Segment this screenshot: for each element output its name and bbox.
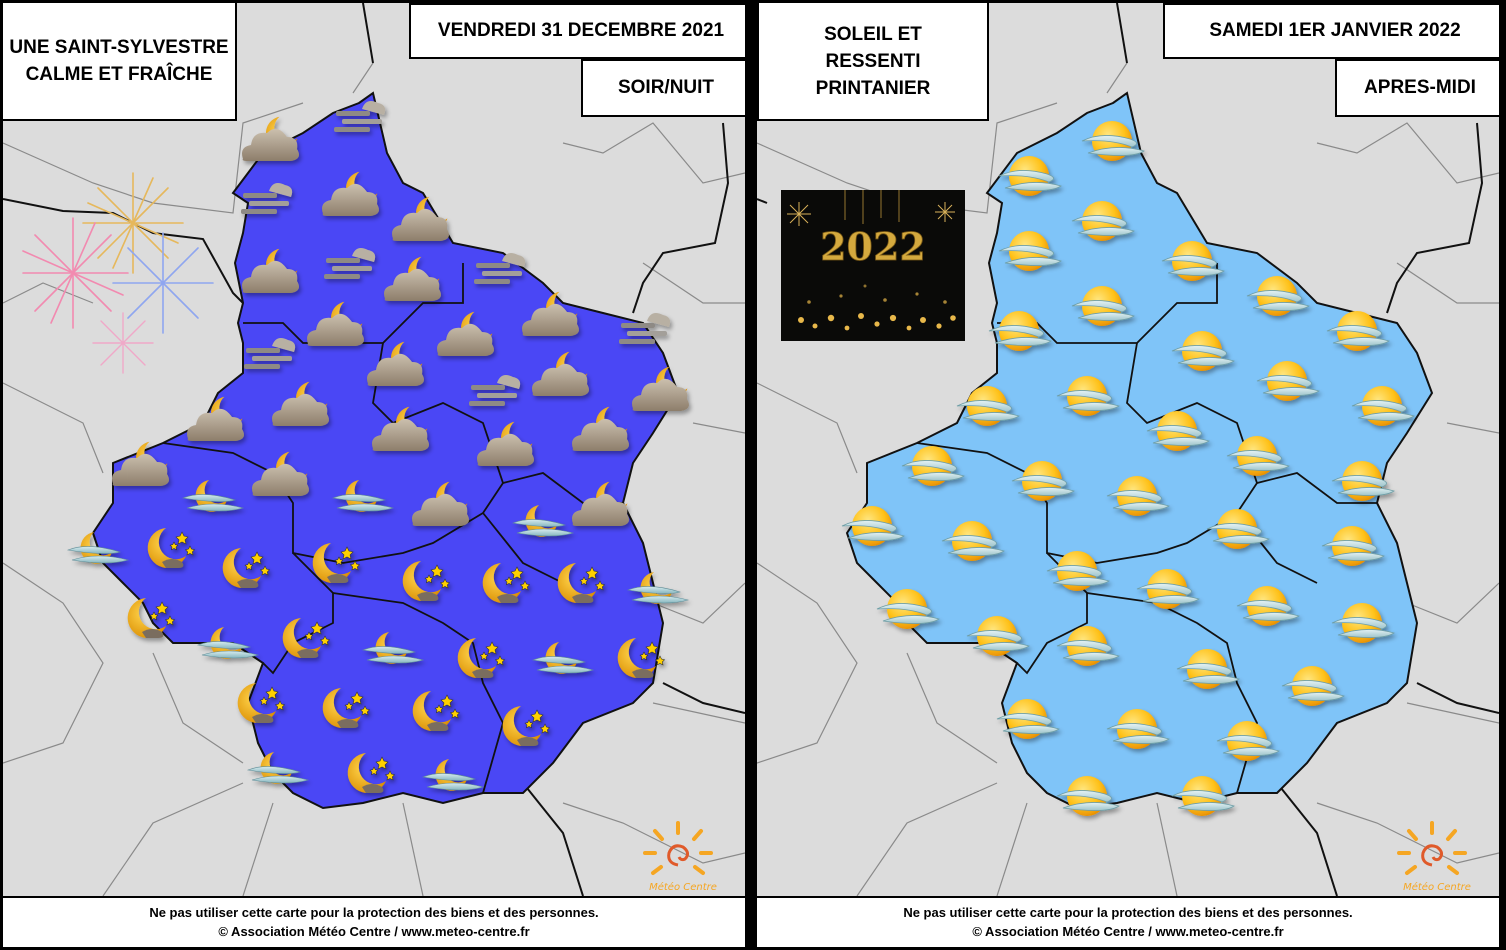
sun-logo-icon: [1397, 821, 1467, 875]
headline-line-1: UNE SAINT-SYLVESTRE: [9, 37, 229, 58]
firework-left: [787, 202, 811, 226]
outside-department-borders: [3, 3, 745, 896]
copyright-line: © Association Météo Centre / www.meteo-c…: [972, 924, 1284, 939]
fireworks-illustration: [22, 172, 214, 374]
hanging-strings: [844, 190, 900, 224]
period-box: APRES-MIDI: [1335, 59, 1499, 117]
disclaimer-footer: Ne pas utiliser cette carte pour la prot…: [3, 896, 745, 947]
firework-light-pink: [92, 312, 154, 374]
region-borders-outer: [757, 3, 1499, 896]
disclaimer-footer: Ne pas utiliser cette carte pour la prot…: [757, 896, 1499, 947]
meteo-centre-logo: Météo Centre: [643, 821, 717, 893]
headline-line-3: PRINTANIER: [815, 77, 931, 99]
copyright-line: © Association Météo Centre / www.meteo-c…: [218, 924, 530, 939]
sun-logo-icon: [643, 821, 713, 875]
firework-blue: [112, 232, 214, 334]
headline-box: UNE SAINT-SYLVESTRE CALME ET FRAÎCHE: [3, 3, 237, 121]
firework-right: [935, 202, 955, 222]
date-box: SAMEDI 1ER JANVIER 2022: [1163, 3, 1499, 59]
year-2022-text: 2022: [820, 224, 926, 269]
headline-line-2: CALME ET FRAÎCHE: [25, 64, 213, 85]
disclaimer-line: Ne pas utiliser cette carte pour la prot…: [903, 905, 1353, 920]
panel-night-forecast: UNE SAINT-SYLVESTRE CALME ET FRAÎCHE VEN…: [0, 0, 748, 950]
headline-line-1: SOLEIL ET: [824, 23, 922, 45]
new-year-2022-image: 2022: [781, 190, 965, 341]
period-box: SOIR/NUIT: [581, 59, 745, 117]
region-borders-outer: [3, 3, 745, 896]
bokeh-lights: [798, 284, 956, 331]
map-night: [3, 3, 745, 896]
firework-gold: [82, 172, 184, 274]
logo-text: Météo Centre: [649, 881, 717, 893]
date-box: VENDREDI 31 DECEMBRE 2021: [409, 3, 745, 59]
firework-pink: [22, 217, 129, 329]
headline-line-2: RESSENTI: [825, 50, 921, 72]
map-afternoon: [757, 3, 1499, 896]
meteo-centre-logo: Météo Centre: [1397, 821, 1471, 893]
disclaimer-line: Ne pas utiliser cette carte pour la prot…: [149, 905, 599, 920]
logo-text: Météo Centre: [1403, 881, 1471, 893]
outside-department-borders: [757, 3, 1499, 896]
headline-box: SOLEIL ET RESSENTI PRINTANIER: [757, 3, 989, 121]
panel-afternoon-forecast: SOLEIL ET RESSENTI PRINTANIER SAMEDI 1ER…: [754, 0, 1502, 950]
